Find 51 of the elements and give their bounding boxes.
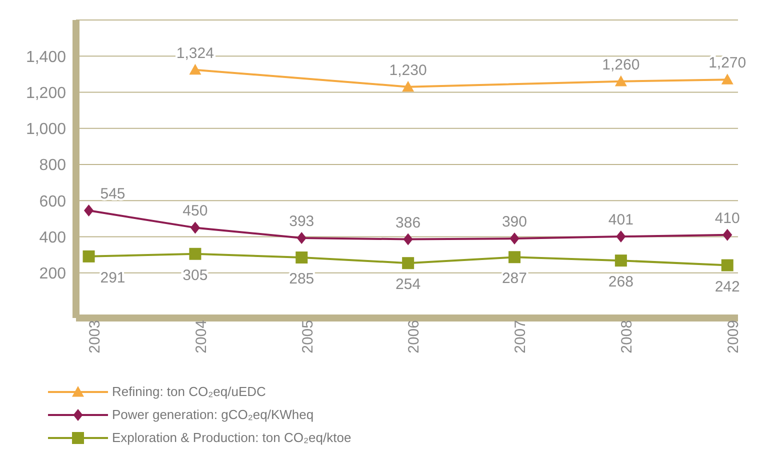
point bbox=[722, 228, 732, 241]
x-tick-label: 2007 bbox=[512, 320, 530, 354]
point bbox=[721, 259, 734, 272]
point bbox=[510, 232, 520, 245]
point bbox=[402, 80, 414, 92]
data-label: 1,270 bbox=[708, 54, 746, 72]
x-tick-label: 2004 bbox=[192, 320, 210, 354]
legend-label: Power generation: gCO₂eq/KWheq bbox=[112, 407, 314, 422]
x-tick-label: 2003 bbox=[86, 320, 104, 354]
data-label: 291 bbox=[100, 269, 126, 286]
data-label: 242 bbox=[714, 278, 740, 296]
y-tick-label: 600 bbox=[39, 193, 66, 210]
y-tick-label: 1,400 bbox=[26, 48, 66, 66]
y-tick-label: 400 bbox=[39, 229, 66, 246]
point bbox=[721, 74, 734, 84]
y-tick-label: 1,000 bbox=[26, 121, 66, 138]
point bbox=[296, 232, 306, 244]
data-label: 386 bbox=[396, 214, 421, 232]
point bbox=[402, 257, 414, 270]
point bbox=[296, 251, 308, 264]
point bbox=[84, 204, 94, 217]
point bbox=[189, 64, 202, 75]
point bbox=[190, 222, 200, 234]
point bbox=[508, 251, 520, 264]
data-label: 410 bbox=[714, 210, 740, 227]
data-label: 393 bbox=[289, 212, 314, 230]
data-label: 254 bbox=[396, 276, 421, 294]
data-label: 287 bbox=[502, 270, 528, 288]
legend-label: Refining: ton CO₂eq/uEDC bbox=[112, 384, 266, 399]
x-tick-label: 2005 bbox=[299, 320, 316, 354]
point bbox=[614, 75, 627, 86]
x-tick-label: 2009 bbox=[725, 320, 742, 354]
x-tick-label: 2008 bbox=[618, 320, 636, 354]
point bbox=[614, 254, 627, 267]
point bbox=[403, 233, 413, 246]
y-tick-label: 800 bbox=[39, 157, 66, 174]
data-label: 1,260 bbox=[602, 56, 640, 74]
legend-label: Exploration & Production: ton CO₂eq/ktoe bbox=[112, 430, 352, 445]
point bbox=[82, 250, 95, 262]
data-label: 450 bbox=[182, 202, 208, 220]
data-label: 390 bbox=[502, 214, 528, 231]
y-tick-label: 200 bbox=[39, 266, 66, 283]
y-tick-label: 1,200 bbox=[26, 84, 66, 102]
data-label: 1,230 bbox=[389, 62, 427, 79]
point bbox=[616, 230, 626, 243]
data-label: 268 bbox=[608, 274, 634, 291]
x-tick-label: 2006 bbox=[406, 320, 423, 354]
point bbox=[189, 248, 202, 260]
data-label: 401 bbox=[608, 212, 634, 229]
data-label: 285 bbox=[289, 270, 314, 288]
data-label: 545 bbox=[100, 186, 126, 203]
